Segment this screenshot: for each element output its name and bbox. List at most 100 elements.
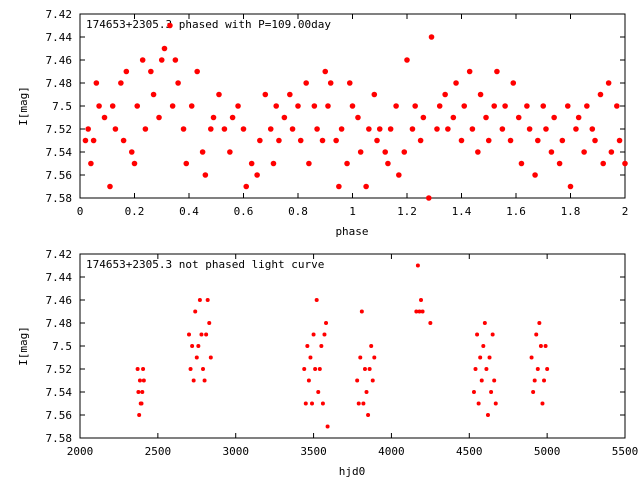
phased-data-point (267, 126, 274, 132)
unphased-data-point (366, 413, 371, 417)
unphased-light-curve-panel: 174653+2305.3 not phased light curve hjd… (17, 248, 638, 478)
phased-data-point (502, 103, 508, 109)
unphased-data-point (322, 332, 327, 337)
phased-data-point (150, 91, 157, 98)
unphased-data-point (197, 298, 202, 302)
unphased-data-point (208, 355, 213, 360)
unphased-data-point (531, 390, 536, 394)
phased-data-point (123, 68, 130, 75)
unphased-data-point (489, 390, 494, 394)
phased-data-point (535, 137, 541, 144)
unphased-x-tick-label: 2500 (145, 445, 172, 458)
unphased-x-tick-label: 3000 (222, 445, 249, 458)
phased-data-point (120, 137, 127, 144)
phased-data-point (306, 160, 312, 167)
phased-data-point (608, 149, 615, 155)
unphased-data-point (370, 378, 375, 383)
unphased-data-point (545, 367, 550, 371)
phased-data-point (202, 172, 209, 178)
phased-data-point (581, 149, 587, 155)
unphased-y-axis-label: I[mag] (17, 326, 30, 366)
phased-y-tick-label: 7.46 (46, 54, 73, 67)
unphased-data-point (205, 298, 210, 302)
phased-data-point (188, 103, 195, 109)
unphased-data-point (314, 298, 319, 302)
phased-data-point (287, 91, 293, 98)
phased-data-point (139, 57, 146, 63)
unphased-data-point (492, 378, 497, 383)
phased-data-point (254, 172, 260, 178)
phased-light-curve-panel: 174653+2305.3 phased with P=109.00day ph… (17, 8, 628, 238)
phased-data-point (510, 80, 517, 86)
unphased-data-point (414, 309, 419, 314)
phased-data-point (567, 183, 574, 190)
unphased-data-point (471, 390, 476, 394)
unphased-data-point (313, 367, 318, 371)
unphased-axis-ticks: 2000 2500 3000 3500 4000 4500 5000 5500 7.42 7.44… (46, 248, 639, 458)
unphased-data-point (493, 401, 498, 406)
phased-data-point (573, 126, 579, 132)
phased-data-point (404, 57, 410, 63)
unphased-data-point (361, 401, 366, 406)
phased-data-point (450, 114, 457, 121)
phased-data-point (338, 126, 345, 132)
phased-data-point (276, 137, 282, 144)
phased-data-point (420, 114, 427, 121)
phased-data-point (589, 126, 596, 132)
unphased-data-point (141, 367, 146, 371)
phased-data-point (363, 183, 369, 190)
unphased-data-point (201, 367, 206, 371)
unphased-data-point (355, 378, 360, 383)
unphased-data-point (325, 424, 330, 429)
unphased-data-point (534, 332, 539, 337)
phased-x-tick-label: 1.2 (397, 205, 417, 218)
unphased-y-tick-label: 7.5 (52, 340, 72, 353)
phased-data-point (477, 91, 484, 98)
unphased-data-point (137, 413, 142, 417)
phased-data-point (281, 114, 288, 121)
unphased-data-point (358, 355, 363, 360)
unphased-data-point (369, 344, 374, 348)
phased-data-point (128, 149, 135, 155)
phased-data-point (548, 149, 555, 155)
phased-data-point (109, 103, 116, 109)
unphased-data-point (542, 378, 547, 383)
phased-data-point (461, 103, 468, 109)
phased-data-point (385, 160, 391, 167)
phased-data-point (428, 34, 435, 40)
phased-x-tick-label: 2 (622, 205, 629, 218)
phased-data-point (600, 160, 606, 167)
phased-data-point (458, 137, 465, 144)
phased-data-point (371, 91, 378, 98)
unphased-data-point (190, 344, 195, 348)
phased-data-point (559, 137, 566, 144)
unphased-data-point (419, 298, 424, 302)
phased-data-point (518, 160, 525, 167)
phased-data-point (434, 126, 440, 132)
unphased-data-point (356, 401, 361, 406)
phased-data-point (107, 183, 113, 190)
unphased-x-tick-label: 5000 (534, 445, 561, 458)
phased-data-point (183, 160, 190, 167)
unphased-data-point (303, 401, 308, 406)
phased-x-tick-label: 0.4 (179, 205, 199, 218)
phased-plot-title: 174653+2305.3 phased with P=109.00day (86, 18, 331, 31)
phased-data-point (319, 137, 326, 144)
unphased-data-point (364, 390, 369, 394)
phased-data-point (412, 103, 418, 109)
unphased-data-point (316, 390, 321, 394)
unphased-data-point (136, 390, 141, 394)
phased-data-point (134, 103, 141, 109)
unphased-data-point (141, 378, 146, 383)
unphased-y-tick-label: 7.52 (46, 363, 73, 376)
unphased-data-point (482, 321, 487, 325)
phased-x-tick-label: 0.2 (125, 205, 145, 218)
unphased-data-point (310, 401, 315, 406)
phased-y-tick-label: 7.56 (46, 169, 73, 182)
phased-y-tick-label: 7.48 (46, 77, 73, 90)
unphased-data-point (137, 378, 142, 383)
phased-data-point (227, 149, 233, 155)
unphased-data-point (324, 321, 329, 325)
phased-data-point (161, 45, 168, 52)
